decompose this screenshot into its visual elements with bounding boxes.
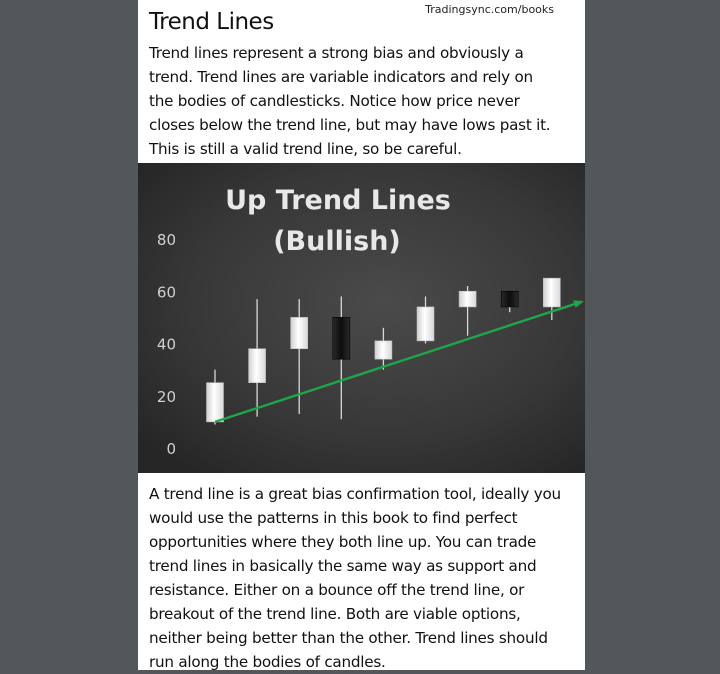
bearish-candle	[332, 296, 351, 420]
bullish-candle	[248, 299, 266, 417]
bullish-candle	[206, 369, 224, 425]
candle-body	[332, 317, 351, 360]
candle-body	[416, 306, 435, 342]
intro-paragraph: Trend lines represent a strong bias and …	[149, 44, 551, 158]
source-url: Tradingsync.com/books	[425, 3, 554, 16]
chart-title-line2: (Bullish)	[273, 226, 401, 257]
y-tick-label: 20	[157, 388, 176, 406]
y-tick-label: 0	[166, 440, 176, 458]
candle-body	[374, 340, 393, 360]
trend-line-arrow	[214, 300, 584, 424]
candle-body	[542, 277, 561, 308]
y-tick-label: 80	[157, 231, 176, 249]
body-paragraph: A trend line is a great bias confirmatio…	[149, 485, 561, 671]
page-title: Trend Lines	[149, 9, 274, 35]
candlestick-chart: 80 60 40 20 0 Up Trend Lines (Bullish)	[138, 163, 585, 473]
document-page: Tradingsync.com/books Trend Lines Trend …	[138, 0, 585, 671]
chart-title-line1: Up Trend Lines	[225, 185, 451, 216]
candle-body	[248, 348, 266, 383]
bearish-candle	[500, 290, 519, 313]
bullish-candle	[542, 277, 561, 320]
candle-body	[290, 317, 308, 350]
bullish-candle	[416, 296, 435, 344]
candle-body	[458, 290, 477, 308]
bullish-candle	[374, 327, 393, 370]
y-tick-label: 60	[157, 283, 176, 301]
bullish-candle	[458, 286, 477, 336]
candle-body	[206, 382, 224, 423]
chart-panel: 80 60 40 20 0 Up Trend Lines (Bullish)	[138, 163, 585, 473]
candle-body	[500, 290, 519, 308]
y-tick-label: 40	[157, 336, 176, 354]
